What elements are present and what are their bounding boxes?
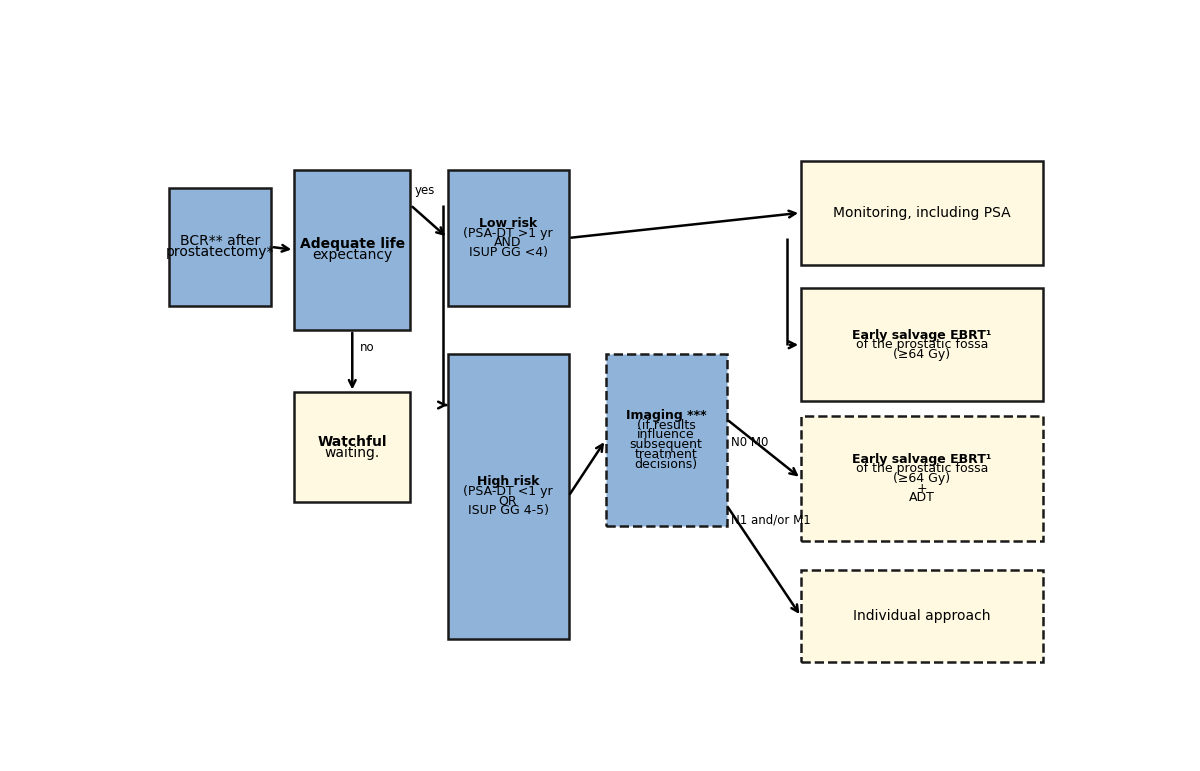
Text: no: no	[360, 342, 374, 355]
Text: (if results: (if results	[637, 419, 696, 432]
Text: AND: AND	[494, 237, 522, 249]
Text: Early salvage EBRT¹: Early salvage EBRT¹	[852, 328, 991, 342]
Text: prostatectomy*: prostatectomy*	[166, 245, 274, 259]
Text: decisions): decisions)	[635, 457, 697, 470]
Bar	[294, 170, 410, 330]
Text: treatment: treatment	[635, 448, 697, 461]
Text: (PSA-DT >1 yr: (PSA-DT >1 yr	[463, 227, 553, 240]
Text: yes: yes	[415, 183, 436, 197]
Text: influence: influence	[637, 429, 695, 442]
Bar	[802, 161, 1043, 264]
Text: expectancy: expectancy	[312, 248, 392, 262]
Text: (≥64 Gy): (≥64 Gy)	[893, 348, 950, 361]
Text: ISUP GG 4-5): ISUP GG 4-5)	[468, 504, 548, 517]
Text: BCR** after: BCR** after	[180, 234, 260, 248]
Bar	[802, 571, 1043, 662]
Bar	[294, 392, 410, 502]
Text: +: +	[917, 482, 928, 495]
Text: Early salvage EBRT¹: Early salvage EBRT¹	[852, 453, 991, 466]
Text: High risk: High risk	[476, 475, 539, 488]
Text: Imaging ***: Imaging ***	[626, 409, 707, 422]
Text: Monitoring, including PSA: Monitoring, including PSA	[833, 206, 1010, 220]
Text: (PSA-DT <1 yr: (PSA-DT <1 yr	[463, 485, 553, 498]
Bar	[802, 416, 1043, 540]
Text: N1 and/or M1: N1 and/or M1	[731, 513, 811, 527]
Bar	[606, 354, 727, 526]
Text: Low risk: Low risk	[479, 217, 538, 230]
Bar	[168, 187, 271, 306]
Text: waiting.: waiting.	[325, 446, 380, 460]
Bar	[448, 170, 569, 306]
Text: Adequate life: Adequate life	[300, 237, 404, 251]
Text: N0 M0: N0 M0	[731, 436, 769, 449]
Text: ISUP GG <4): ISUP GG <4)	[468, 246, 547, 259]
Text: Individual approach: Individual approach	[853, 609, 991, 624]
Text: Watchful: Watchful	[318, 435, 388, 449]
Text: OR: OR	[499, 494, 517, 507]
Text: ADT: ADT	[908, 491, 935, 504]
Text: (≥64 Gy): (≥64 Gy)	[893, 472, 950, 485]
Bar	[802, 288, 1043, 401]
Text: of the prostatic fossa: of the prostatic fossa	[856, 462, 988, 475]
Text: of the prostatic fossa: of the prostatic fossa	[856, 338, 988, 352]
Bar	[448, 354, 569, 638]
Text: subsequent: subsequent	[630, 438, 702, 451]
